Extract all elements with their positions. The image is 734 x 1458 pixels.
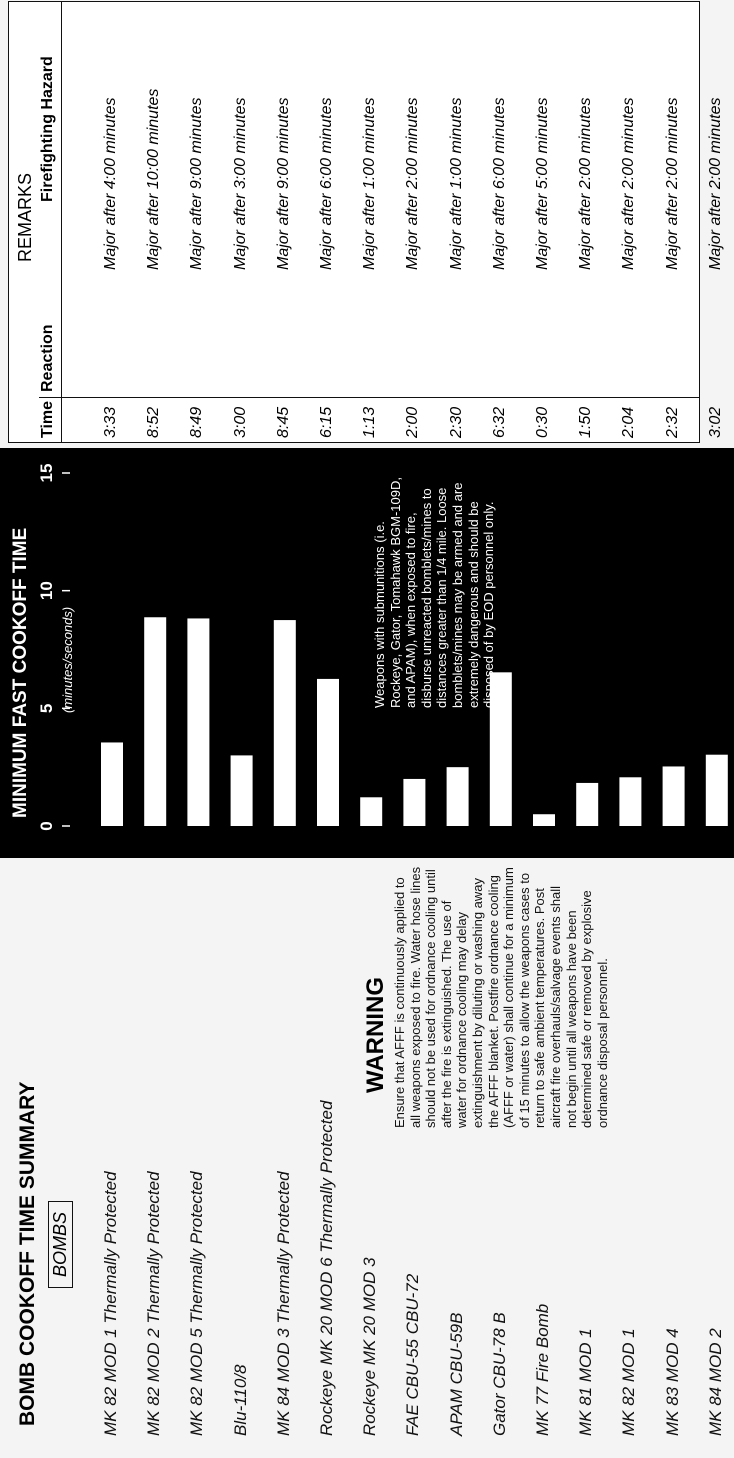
x-tick-label: 0 (37, 821, 56, 830)
hazard-cell: Major after 2:00 minutes (404, 97, 422, 270)
weapon-name: Gator CBU-78 B (489, 1312, 509, 1436)
time-cell: 1:13 (361, 406, 379, 438)
weapon-name: MK 82 MOD 1 Thermally Protected (101, 1171, 120, 1436)
time-cell: 2:04 (620, 406, 638, 438)
hazard-cell: Major after 6:00 minutes (490, 97, 508, 270)
hazard-cell: Major after 6:00 minutes (318, 97, 335, 270)
bar (101, 742, 123, 826)
hazard-cell: Major after 1:00 minutes (447, 97, 465, 270)
time-cell: 2:30 (447, 406, 465, 438)
weapon-name: MK 84 MOD 3 Thermally Protected (273, 1171, 293, 1436)
bar (187, 618, 210, 826)
hazard-cell: Major after 9:00 minutes (274, 97, 292, 270)
chart-title: MINIMUM FAST COOKOFF TIME (10, 528, 31, 818)
warning-title: WARNING (362, 977, 389, 1093)
hazard-cell: Major after 2:00 minutes (706, 97, 724, 270)
time-cell: 6:15 (318, 406, 335, 438)
weapon-name: MK 82 MOD 5 Thermally Protected (187, 1171, 207, 1436)
hazard-cell: Major after 3:00 minutes (231, 97, 249, 270)
weapon-name: Blu-110/8 (230, 1364, 250, 1436)
hazard-cell: Major after 5:00 minutes (534, 97, 551, 270)
weapon-name: MK 82 MOD 1 (619, 1328, 639, 1436)
time-cell: 2:32 (663, 406, 681, 438)
bar (273, 620, 296, 826)
bar (144, 617, 167, 826)
section-label: BOMBS (48, 1200, 73, 1288)
weapon-name: Rockeye MK 20 MOD 3 (360, 1257, 380, 1436)
bar (489, 672, 512, 826)
group-header: REMARKS (15, 172, 35, 262)
hazard-cell: Major after 2:00 minutes (663, 97, 681, 270)
time-cell: 6:32 (490, 406, 508, 438)
bar (360, 797, 383, 826)
weapon-name: Rockeye MK 20 MOD 6 Thermally Protected (317, 1100, 336, 1436)
chart-subtitle: (minutes/seconds) (60, 607, 75, 713)
hazard-cell: Major after 4:00 minutes (102, 97, 119, 270)
warning-text: Ensure that AFFF is continuously applied… (392, 866, 610, 1128)
time-cell: 3:00 (231, 406, 249, 438)
hazard-cell: Major after 9:00 minutes (188, 97, 206, 270)
column-header: Time (39, 400, 56, 438)
weapon-name: MK 77 Fire Bomb (533, 1303, 552, 1436)
time-cell: 8:45 (274, 406, 292, 438)
x-tick-label: 5 (37, 704, 56, 713)
chart-background (0, 448, 734, 858)
time-cell: 3:02 (706, 406, 724, 438)
chart-panel: MINIMUM FAST COOKOFF TIME (minutes/secon… (0, 448, 734, 858)
time-cell: 3:33 (102, 406, 119, 438)
weapon-name: MK 84 MOD 2 (705, 1328, 725, 1436)
remarks-table: REMARKS Time Reaction Firefighting Hazar… (8, 1, 724, 443)
hazard-cell: Major after 2:00 minutes (620, 97, 638, 270)
time-cell: 8:52 (145, 406, 163, 438)
bar (403, 778, 426, 826)
bar (230, 755, 253, 826)
title: BOMB COOKOFF TIME SUMMARY (16, 1081, 39, 1426)
hazard-cell: Major after 1:00 minutes (361, 97, 379, 270)
weapon-name: MK 83 MOD 4 (662, 1328, 682, 1436)
x-tick-label: 15 (37, 464, 56, 483)
column-header: Firefighting Hazard (39, 56, 56, 202)
weapon-name: MK 82 MOD 2 Thermally Protected (144, 1171, 164, 1436)
bar (576, 782, 599, 826)
time-cell: 2:00 (404, 406, 422, 438)
hazard-cell: Major after 10:00 minutes (145, 88, 163, 270)
chart: MINIMUM FAST COOKOFF TIME (minutes/secon… (0, 448, 734, 858)
header-rule (61, 2, 62, 442)
time-cell: 8:49 (188, 406, 206, 438)
time-cell: 0:30 (534, 406, 551, 438)
weapon-name: MK 81 MOD 1 (576, 1328, 596, 1436)
column-header: Reaction (39, 324, 56, 392)
bar (446, 767, 469, 826)
time-cell: 1:50 (577, 406, 595, 438)
bar (533, 814, 555, 826)
bar (662, 766, 685, 826)
hazard-cell: Major after 2:00 minutes (577, 97, 595, 270)
weapon-name: FAE CBU-55 CBU-72 (403, 1273, 423, 1436)
weapon-name: APAM CBU-59B (446, 1312, 466, 1436)
x-tick-label: 10 (37, 581, 56, 600)
column-rule (39, 397, 699, 398)
bar (619, 777, 642, 826)
bar (705, 754, 728, 826)
chart-annotation: Weapons with submunitions (i.e. Rockeye,… (372, 477, 497, 708)
bar (317, 678, 339, 826)
